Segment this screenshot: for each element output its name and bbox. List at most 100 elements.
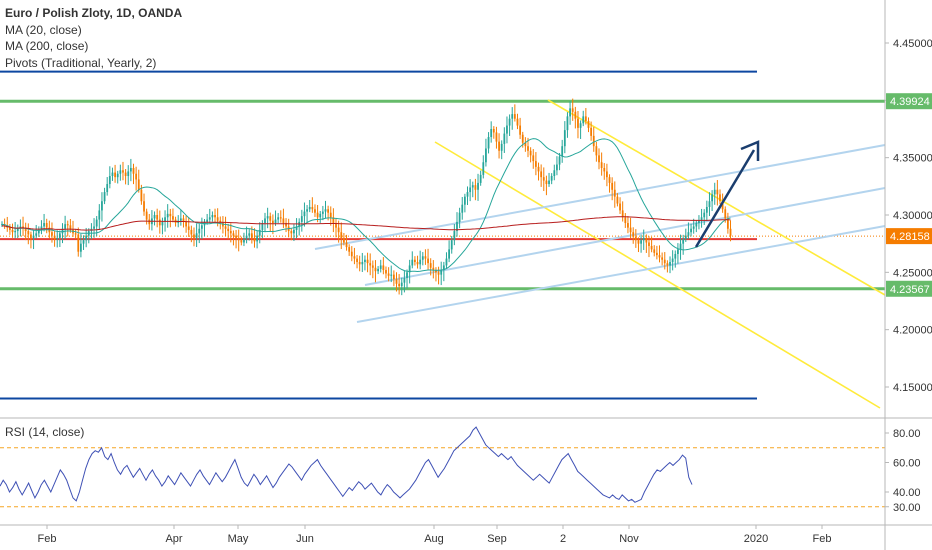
candle-body <box>356 258 358 263</box>
candle <box>295 218 298 239</box>
candle <box>137 169 140 193</box>
rsi-pane[interactable] <box>0 426 885 508</box>
candle-body <box>529 150 532 156</box>
candle-body <box>129 167 132 172</box>
candle-body <box>432 267 435 271</box>
candle <box>337 220 340 243</box>
ma200-legend[interactable]: MA (200, close) <box>5 39 89 53</box>
candle-body <box>124 172 127 177</box>
candle-body <box>316 212 319 218</box>
candle <box>711 190 713 211</box>
candle-body <box>387 273 390 276</box>
candle <box>432 260 435 279</box>
candle <box>511 107 514 130</box>
candle-body <box>440 270 443 275</box>
candle-body <box>172 216 174 220</box>
candle <box>395 272 398 292</box>
candle <box>500 140 503 160</box>
symbol-title[interactable]: Euro / Polish Zloty, 1D, OANDA <box>5 6 183 20</box>
candle <box>387 267 390 282</box>
candle-body <box>695 223 698 227</box>
candle <box>366 252 369 273</box>
candle <box>111 167 114 181</box>
candle <box>6 216 9 232</box>
candle <box>603 163 606 180</box>
candle <box>437 266 440 285</box>
candle-body <box>637 240 640 244</box>
candle-body <box>51 232 53 236</box>
candle <box>51 222 53 243</box>
candle-body <box>329 212 332 218</box>
candle <box>627 216 629 234</box>
candle <box>632 227 635 244</box>
candle <box>642 229 645 250</box>
candle-body <box>553 170 556 177</box>
candle-body <box>700 217 703 221</box>
candle-body <box>206 219 209 222</box>
candle <box>190 225 193 243</box>
candle-body <box>245 235 248 240</box>
time-axis[interactable]: Feb Apr May Jun Aug Sep 2 Nov 2020 Feb <box>38 525 832 545</box>
candle-body <box>45 223 48 228</box>
time-tick-label: 2 <box>560 533 566 545</box>
candle <box>108 166 111 189</box>
candle <box>77 227 80 257</box>
candle-body <box>198 228 201 234</box>
candle <box>385 266 387 279</box>
ma20-legend[interactable]: MA (20, close) <box>5 23 82 37</box>
candle-body <box>403 278 406 283</box>
candle <box>193 227 195 247</box>
candle-body <box>655 252 658 256</box>
candle <box>569 101 571 125</box>
rsi-legend[interactable]: RSI (14, close) <box>5 425 85 439</box>
candle <box>411 251 414 269</box>
candle-body <box>103 192 106 202</box>
price-tick-label: 4.45000 <box>893 38 932 50</box>
candle <box>324 200 327 219</box>
candle-body <box>400 282 403 287</box>
candle-body <box>708 201 711 207</box>
candle-body <box>442 265 445 271</box>
price-axis[interactable]: 4.450004.400004.350004.300004.250004.200… <box>885 38 932 394</box>
candle-body <box>106 184 109 193</box>
candle <box>258 222 261 244</box>
candle <box>729 220 732 242</box>
candle-body <box>69 225 72 230</box>
candle-body <box>598 155 600 163</box>
price-tick-label: 4.20000 <box>893 325 932 337</box>
candle <box>203 219 206 237</box>
rsi-axis[interactable]: 80.00 60.00 40.00 30.00 <box>885 428 921 514</box>
time-tick-label: Feb <box>38 533 57 545</box>
candle-body <box>77 234 80 252</box>
candle <box>290 228 293 241</box>
price-pane[interactable] <box>0 70 886 409</box>
candle-body <box>521 134 524 143</box>
candle <box>655 245 658 260</box>
candle <box>319 210 322 223</box>
price-tick-label: 4.25000 <box>893 267 932 279</box>
candle-body <box>416 262 419 265</box>
candle-body <box>674 253 677 259</box>
candle <box>608 174 611 193</box>
candle-body <box>140 189 143 202</box>
candle <box>116 170 119 184</box>
candle <box>8 224 11 235</box>
candle-body <box>577 118 579 128</box>
candle <box>377 266 379 275</box>
candle <box>558 152 561 171</box>
candle-body <box>340 232 343 238</box>
candle-body <box>713 189 716 195</box>
candle-body <box>645 237 648 243</box>
candle <box>503 127 506 153</box>
candle <box>637 237 640 253</box>
candle-body <box>279 217 282 219</box>
candle-body <box>448 249 450 259</box>
rsi-tick-label: 80.00 <box>893 428 921 440</box>
candle <box>340 222 343 250</box>
candle-body <box>161 221 164 226</box>
candle-body <box>611 182 614 190</box>
candle <box>224 216 227 237</box>
candle-body <box>269 216 272 221</box>
pivots-legend[interactable]: Pivots (Traditional, Yearly, 2) <box>5 56 157 70</box>
